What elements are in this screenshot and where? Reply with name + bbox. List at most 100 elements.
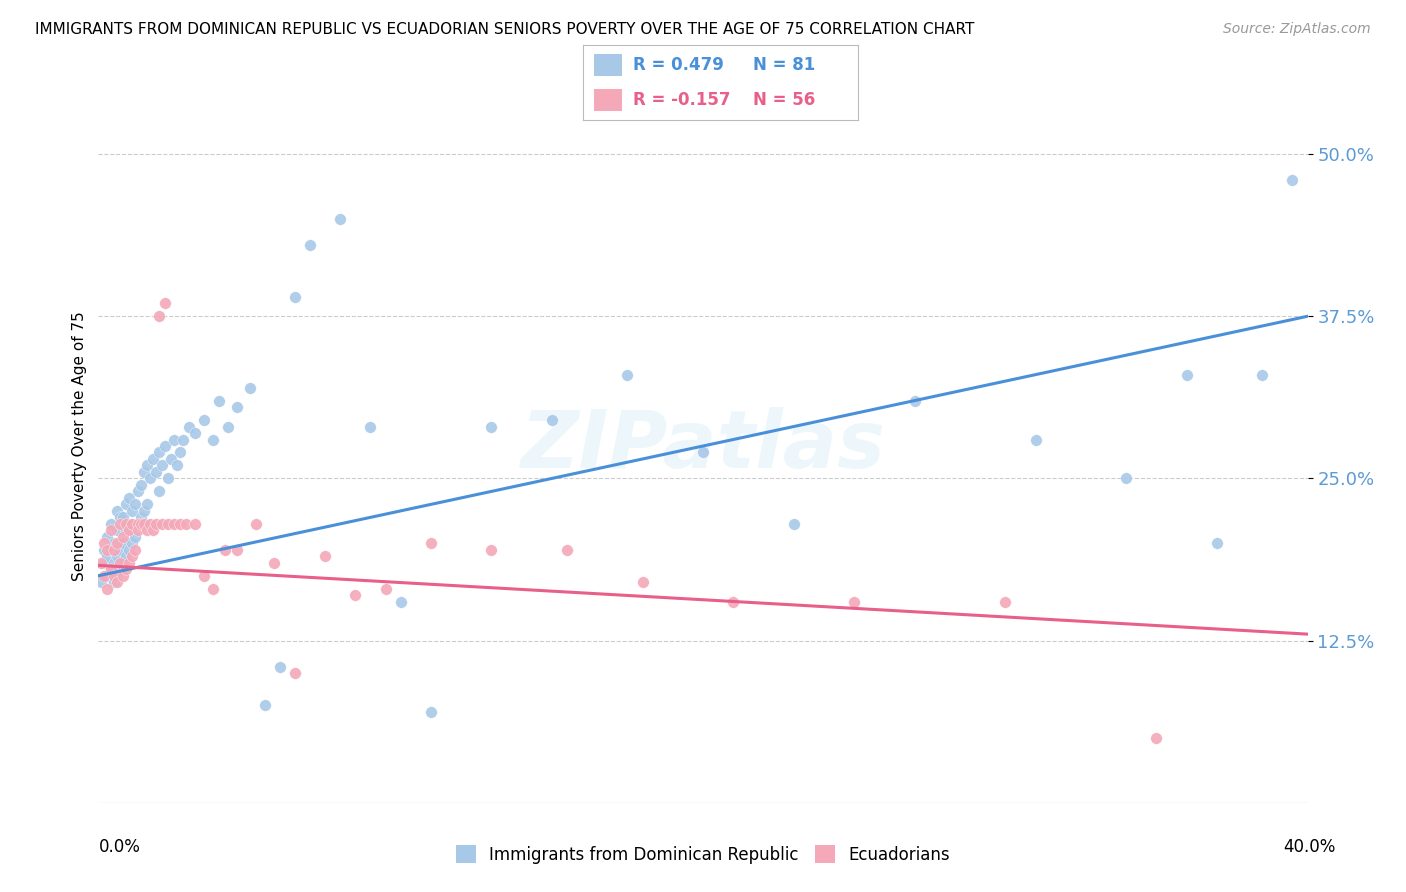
Point	[208, 393, 231, 408]
Point	[193, 568, 215, 582]
Point	[100, 562, 122, 576]
Point	[114, 516, 136, 531]
Point	[108, 516, 131, 531]
Point	[419, 705, 441, 719]
Point	[1144, 731, 1167, 745]
Point	[172, 433, 194, 447]
Point	[142, 452, 165, 467]
Point	[124, 530, 146, 544]
Point	[121, 549, 143, 564]
Point	[132, 465, 155, 479]
Point	[142, 524, 165, 538]
Point	[135, 497, 157, 511]
Point	[105, 536, 128, 550]
Point	[419, 536, 441, 550]
Point	[721, 595, 744, 609]
Point	[193, 413, 215, 427]
Point	[1115, 471, 1137, 485]
Point	[96, 530, 118, 544]
Point	[103, 575, 125, 590]
Point	[374, 582, 396, 596]
Point	[148, 310, 170, 324]
Point	[124, 542, 146, 557]
Point	[1206, 536, 1229, 550]
Point	[329, 211, 352, 226]
Point	[129, 478, 152, 492]
Point	[129, 510, 152, 524]
Point	[174, 516, 197, 531]
Point	[105, 549, 128, 564]
Point	[184, 516, 207, 531]
Point	[96, 582, 118, 596]
Text: R = 0.479: R = 0.479	[633, 56, 724, 74]
Point	[118, 516, 141, 531]
Point	[100, 516, 122, 531]
Point	[994, 595, 1017, 609]
Point	[108, 510, 131, 524]
Point	[169, 445, 191, 459]
Text: R = -0.157: R = -0.157	[633, 91, 730, 109]
Point	[226, 400, 249, 414]
Text: 0.0%: 0.0%	[98, 838, 141, 856]
Point	[344, 588, 367, 602]
Point	[217, 419, 239, 434]
Point	[105, 575, 128, 590]
Point	[127, 516, 149, 531]
Point	[127, 524, 149, 538]
Point	[163, 516, 186, 531]
Point	[127, 516, 149, 531]
Point	[105, 524, 128, 538]
Point	[114, 524, 136, 538]
Point	[214, 542, 236, 557]
Point	[150, 458, 173, 473]
Point	[114, 562, 136, 576]
Point	[1251, 368, 1274, 382]
Bar	[595, 54, 621, 77]
Point	[111, 556, 134, 570]
Point	[284, 666, 307, 681]
Point	[93, 542, 115, 557]
Point	[100, 524, 122, 538]
Point	[121, 536, 143, 550]
Point	[118, 556, 141, 570]
Text: 40.0%: 40.0%	[1284, 838, 1336, 856]
Point	[153, 439, 176, 453]
Text: ZIPatlas: ZIPatlas	[520, 407, 886, 485]
Point	[127, 484, 149, 499]
Point	[129, 516, 152, 531]
Point	[118, 542, 141, 557]
Point	[93, 568, 115, 582]
Point	[132, 516, 155, 531]
Point	[148, 484, 170, 499]
Point	[105, 504, 128, 518]
Point	[481, 542, 503, 557]
Text: N = 56: N = 56	[754, 91, 815, 109]
Point	[782, 516, 804, 531]
Point	[239, 381, 262, 395]
Point	[111, 568, 134, 582]
Point	[96, 542, 118, 557]
Point	[540, 413, 562, 427]
Point	[299, 238, 322, 252]
Point	[1024, 433, 1046, 447]
Point	[904, 393, 927, 408]
Point	[184, 425, 207, 440]
Point	[156, 516, 179, 531]
Point	[121, 516, 143, 531]
Point	[103, 542, 125, 557]
Text: Source: ZipAtlas.com: Source: ZipAtlas.com	[1223, 22, 1371, 37]
Point	[360, 419, 382, 434]
Point	[111, 536, 134, 550]
Point	[93, 536, 115, 550]
Point	[148, 445, 170, 459]
Point	[844, 595, 866, 609]
Text: N = 81: N = 81	[754, 56, 815, 74]
Point	[139, 516, 162, 531]
Point	[124, 497, 146, 511]
Point	[135, 458, 157, 473]
Point	[153, 296, 176, 310]
Point	[156, 471, 179, 485]
Legend: Immigrants from Dominican Republic, Ecuadorians: Immigrants from Dominican Republic, Ecua…	[449, 838, 957, 871]
Text: IMMIGRANTS FROM DOMINICAN REPUBLIC VS ECUADORIAN SENIORS POVERTY OVER THE AGE OF: IMMIGRANTS FROM DOMINICAN REPUBLIC VS EC…	[35, 22, 974, 37]
Point	[96, 549, 118, 564]
